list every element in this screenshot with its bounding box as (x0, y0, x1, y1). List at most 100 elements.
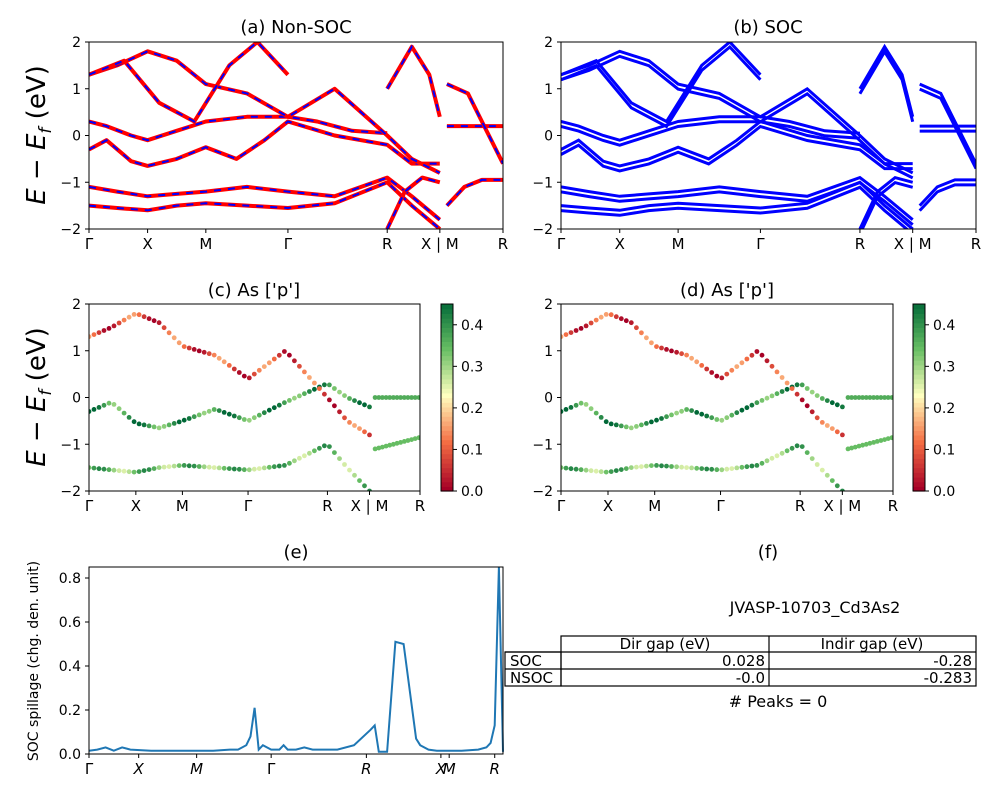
projected-point (236, 370, 242, 375)
projected-point (401, 395, 407, 400)
projected-point (664, 414, 669, 420)
colorbar-segment (913, 472, 925, 478)
projected-point (141, 468, 147, 473)
x-tick-label: M (190, 760, 203, 778)
projected-point (674, 464, 679, 470)
x-tick-label: Γ (557, 497, 566, 515)
colorbar-segment (913, 453, 925, 459)
band-line (919, 82, 976, 165)
projected-point (251, 466, 257, 472)
projected-point (327, 444, 332, 449)
projected-point (684, 465, 689, 470)
projected-point (156, 320, 162, 326)
projected-point (357, 426, 362, 431)
y-tick-label: −1 (532, 437, 553, 453)
projected-point (860, 395, 865, 400)
projected-point (246, 417, 252, 423)
projected-point (819, 420, 825, 425)
colorbar-segment (441, 434, 453, 441)
projected-point (387, 395, 393, 400)
spillage-line (88, 566, 504, 753)
colorbar-segment (441, 467, 453, 473)
projected-point (719, 467, 725, 473)
projected-point (302, 369, 307, 375)
band-line-blue-dashed (446, 83, 503, 165)
colorbar-segment (441, 425, 453, 431)
projected-point (206, 464, 212, 470)
projected-point (91, 332, 97, 337)
projected-point (628, 425, 634, 431)
band-ylabel-row2: E − Ef (eV) (22, 327, 56, 467)
projected-point (357, 400, 362, 406)
projected-point (613, 468, 619, 473)
projected-point (91, 407, 97, 412)
projected-point (181, 417, 187, 423)
projected-point (126, 469, 132, 475)
projected-point (561, 465, 564, 470)
projected-point (101, 466, 107, 472)
projected-point (719, 375, 725, 381)
projected-point (598, 469, 604, 475)
projected-point (814, 415, 820, 421)
table-header-dir: Dir gap (eV) (620, 635, 711, 653)
projected-point (96, 330, 102, 335)
projected-point (241, 373, 247, 379)
colorbar-segment (441, 313, 453, 319)
projected-point (211, 407, 217, 412)
projected-point (769, 393, 775, 399)
band-line (561, 49, 914, 175)
projected-point (659, 463, 664, 469)
colorbar-tick-label: 0.2 (933, 401, 955, 417)
projected-point (156, 425, 162, 431)
projected-point (292, 458, 297, 464)
band-line-blue-dashed (89, 176, 441, 221)
x-tick-label: Γ (284, 235, 293, 253)
colorbar-segment (441, 341, 453, 347)
projected-point (231, 413, 237, 419)
colorbar-segment (913, 439, 925, 445)
projected-point (774, 391, 780, 397)
x-tick-label: R (382, 235, 392, 253)
colorbar-segment (913, 355, 925, 361)
x-tick-label: X (615, 235, 625, 253)
projected-point (608, 312, 614, 318)
projected-point (367, 432, 372, 438)
projected-point (271, 405, 277, 411)
colorbar-segment (441, 486, 453, 492)
band-line (561, 175, 914, 221)
colorbar-segment (913, 481, 925, 487)
projected-point (824, 423, 830, 428)
scatter-c (89, 312, 420, 491)
projected-point (749, 352, 755, 358)
x-tick-label: Γ (85, 235, 94, 253)
projected-point (409, 437, 414, 442)
y-tick-label: 2 (72, 35, 81, 51)
table-cell: -0.283 (924, 669, 972, 687)
x-tick-label: Γ (244, 497, 253, 515)
projected-point (156, 465, 162, 470)
projected-point (216, 408, 222, 413)
projected-point (347, 396, 352, 401)
projected-point (561, 334, 564, 340)
projected-point (603, 312, 609, 317)
colorbar-segment (441, 346, 453, 352)
projected-point (563, 332, 569, 337)
projected-point (196, 412, 202, 418)
projected-point (694, 465, 700, 471)
projected-point (573, 402, 579, 408)
projected-point (809, 389, 815, 395)
projected-point (804, 450, 810, 455)
projected-point (654, 417, 659, 423)
projected-point (568, 330, 574, 335)
panel-b-title: (b) SOC (733, 17, 802, 38)
projected-point (699, 466, 705, 471)
projected-point (593, 468, 599, 474)
projected-point (754, 463, 760, 468)
projected-point (201, 349, 207, 355)
colorbar-segment (913, 336, 925, 342)
projected-point (412, 436, 418, 441)
projected-point (236, 466, 242, 472)
colorbar-segment (913, 374, 925, 380)
projected-point (221, 410, 227, 415)
colorbar-segment (913, 458, 925, 464)
